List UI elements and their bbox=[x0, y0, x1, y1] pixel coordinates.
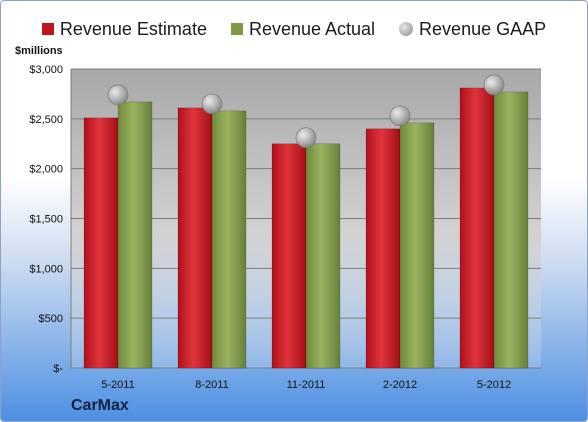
legend-swatch-revenue-actual bbox=[230, 23, 243, 35]
marker-revenue-gaap bbox=[107, 84, 129, 106]
bar-revenue-estimate bbox=[177, 107, 213, 369]
gaap-markers bbox=[107, 74, 505, 149]
bar-revenue-estimate bbox=[365, 128, 401, 369]
bar-revenue-actual bbox=[117, 101, 153, 369]
y-tick-label: $1,000 bbox=[29, 263, 63, 275]
bar-revenue-actual bbox=[211, 110, 247, 369]
y-tick-label: $- bbox=[53, 363, 63, 375]
x-tick-label: 5-2012 bbox=[477, 379, 511, 391]
legend-swatch-revenue-estimate bbox=[41, 23, 54, 35]
y-axis-ticks: $- $500 $1,000 $1,500 $2,000 $2,500 $3,000 bbox=[29, 64, 63, 375]
legend-item-revenue-estimate: Revenue Estimate bbox=[41, 17, 207, 41]
marker-revenue-gaap bbox=[295, 127, 317, 149]
bar-revenue-actual bbox=[305, 143, 341, 369]
x-tick-label: 5-2011 bbox=[101, 379, 134, 391]
legend-item-revenue-actual: Revenue Actual bbox=[230, 17, 376, 41]
bars bbox=[83, 87, 529, 369]
y-tick-label: $2,000 bbox=[29, 164, 63, 176]
legend-label-revenue-actual: Revenue Actual bbox=[248, 18, 376, 39]
legend-label-revenue-gaap: Revenue GAAP bbox=[419, 18, 547, 39]
marker-revenue-gaap bbox=[201, 93, 223, 115]
bar-revenue-actual bbox=[493, 91, 529, 369]
marker-revenue-gaap bbox=[483, 74, 505, 96]
y-tick-label: $2,500 bbox=[29, 114, 63, 126]
x-tick-label: 11-2011 bbox=[287, 379, 326, 391]
bar-revenue-estimate bbox=[271, 143, 307, 369]
y-tick-label: $500 bbox=[39, 313, 63, 325]
y-tick-label: $3,000 bbox=[29, 64, 63, 76]
bar-revenue-actual bbox=[399, 122, 435, 369]
x-tick-label: 8-2011 bbox=[195, 379, 228, 391]
y-axis-unit-label: $millions bbox=[15, 45, 63, 57]
x-tick-label: 2-2012 bbox=[383, 379, 417, 391]
legend-item-revenue-gaap: Revenue GAAP bbox=[399, 17, 546, 41]
legend-swatch-revenue-gaap bbox=[399, 22, 414, 36]
x-axis-ticks: 5-2011 8-2011 11-2011 2-2012 5-2012 bbox=[101, 379, 511, 391]
y-tick-label: $1,500 bbox=[29, 214, 63, 226]
bar-revenue-estimate bbox=[83, 117, 119, 369]
marker-revenue-gaap bbox=[389, 105, 411, 127]
company-label: CarMax bbox=[71, 397, 129, 414]
legend: Revenue Estimate Revenue Actual Revenue … bbox=[1, 17, 587, 41]
legend-label-revenue-estimate: Revenue Estimate bbox=[59, 18, 207, 39]
bar-revenue-estimate bbox=[459, 87, 495, 369]
